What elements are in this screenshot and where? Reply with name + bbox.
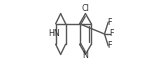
Text: N: N: [82, 51, 88, 60]
Text: HN: HN: [48, 30, 60, 38]
Text: Cl: Cl: [81, 4, 89, 13]
Text: F: F: [109, 30, 113, 38]
Text: F: F: [107, 41, 112, 50]
Text: F: F: [107, 18, 112, 27]
